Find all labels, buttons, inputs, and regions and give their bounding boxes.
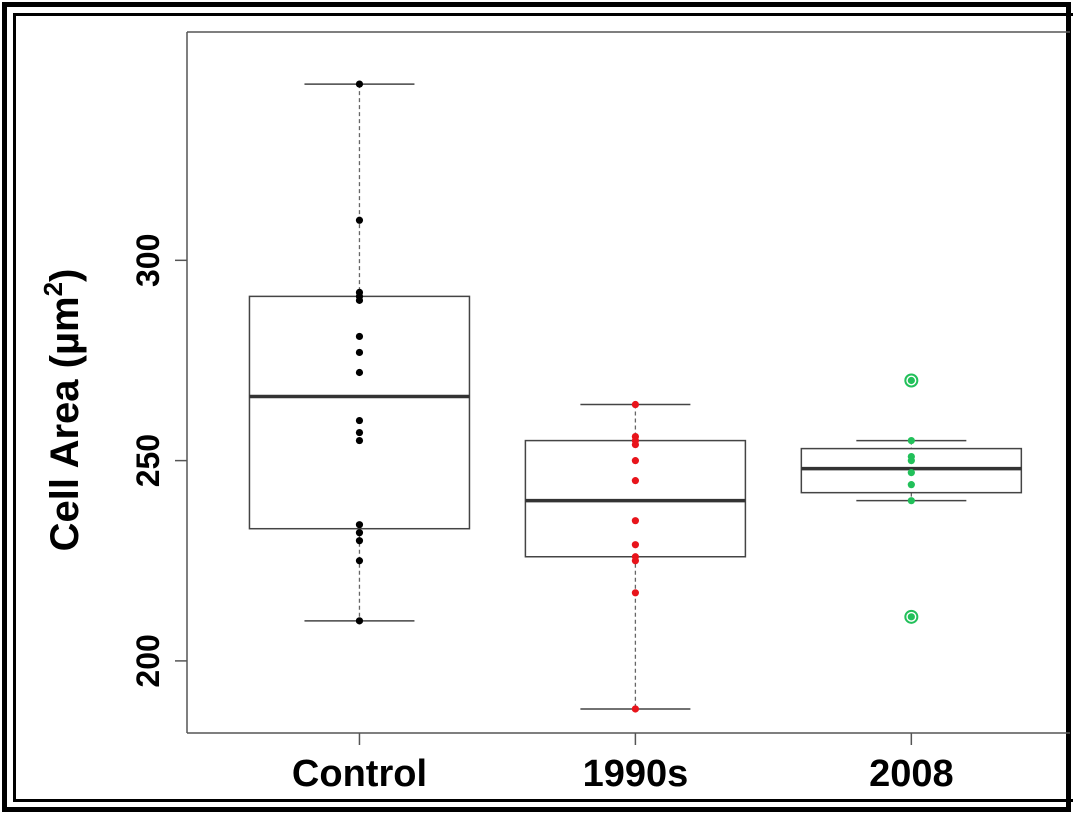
data-point xyxy=(907,469,915,477)
data-point xyxy=(355,332,364,341)
data-point xyxy=(631,400,639,409)
data-point xyxy=(355,416,364,425)
data-point xyxy=(355,348,364,357)
data-point xyxy=(355,368,364,377)
data-point xyxy=(355,537,364,545)
outlier-point xyxy=(907,613,915,621)
data-point xyxy=(907,481,915,489)
iqr-box xyxy=(800,447,1023,494)
x-tick-label: Control xyxy=(292,753,427,795)
y-axis-label-superscript: 2 xyxy=(38,282,68,296)
y-tick-label: 200 xyxy=(130,634,166,687)
data-point xyxy=(631,440,639,449)
data-point xyxy=(355,617,364,625)
y-axis-label-close: ) xyxy=(43,269,87,282)
outlier-ring xyxy=(904,609,919,624)
y-axis-label: Cell Area (µm2) xyxy=(38,269,87,552)
y-tick-label: 250 xyxy=(130,434,166,487)
data-point xyxy=(355,557,364,565)
data-point xyxy=(355,428,364,437)
box-group-control xyxy=(248,80,471,625)
x-axis: Control 1990s 2008 xyxy=(292,733,954,795)
y-axis-label-main: Cell Area (µm xyxy=(43,296,87,551)
data-point xyxy=(907,457,915,465)
inner-frame xyxy=(13,13,1073,802)
plot-area xyxy=(186,31,1070,734)
boxes-layer xyxy=(248,80,1023,713)
data-point xyxy=(907,436,915,445)
data-point xyxy=(631,589,639,597)
data-point xyxy=(355,80,364,88)
data-point xyxy=(631,457,639,465)
box-group-2008 xyxy=(800,373,1023,624)
x-tick-label: 1990s xyxy=(583,753,689,795)
iqr-box xyxy=(248,295,471,530)
data-point xyxy=(631,477,639,485)
data-point xyxy=(355,521,364,529)
y-tick-label: 300 xyxy=(130,234,166,287)
outlier-point xyxy=(907,376,915,385)
data-point xyxy=(355,436,364,445)
data-point xyxy=(355,529,364,537)
data-point xyxy=(355,216,364,224)
outlier-ring xyxy=(904,373,919,388)
box-group-1990s xyxy=(524,400,747,713)
data-point xyxy=(355,296,364,304)
x-tick-label: 2008 xyxy=(869,753,954,795)
data-point xyxy=(631,557,639,565)
y-axis: 200 250 300 xyxy=(130,234,187,688)
data-point xyxy=(907,497,915,505)
data-point xyxy=(631,517,639,525)
data-point xyxy=(631,541,639,549)
data-point xyxy=(631,705,639,713)
